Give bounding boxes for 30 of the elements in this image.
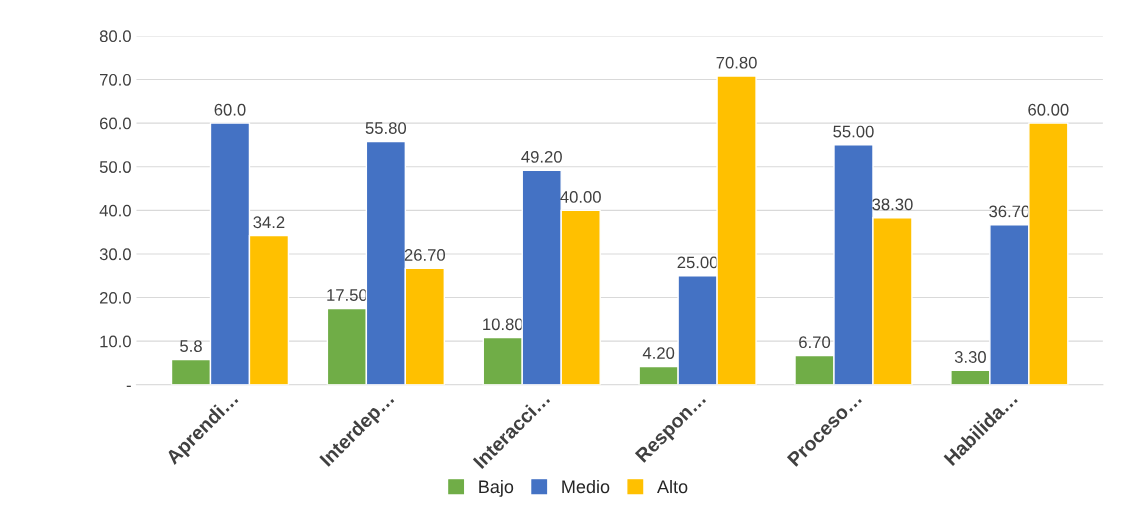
legend-label: Medio — [562, 479, 610, 494]
data-label: 55.80 — [365, 122, 407, 134]
data-label: 40.00 — [560, 191, 601, 203]
data-label: 36.70 — [989, 205, 1030, 218]
legend-label: Bajo — [479, 479, 514, 497]
y-tick-label: 60.0 — [99, 117, 131, 130]
data-label: 5.8 — [180, 340, 202, 352]
data-label: 25.00 — [677, 256, 718, 269]
y-tick-label: 70.0 — [100, 73, 131, 86]
data-label: 4.20 — [642, 347, 675, 359]
data-label: 6.70 — [799, 336, 831, 349]
y-tick-label: 10.0 — [100, 335, 131, 348]
y-tick-label: 30.0 — [99, 248, 131, 261]
data-label: 60.00 — [1028, 103, 1069, 116]
data-label: 55.00 — [833, 125, 874, 138]
data-label: 17.50 — [327, 289, 368, 301]
data-label: 3.30 — [954, 351, 986, 363]
data-label: 10.80 — [483, 318, 523, 331]
y-tick-label: 80.0 — [99, 30, 131, 43]
data-label: 60.0 — [214, 103, 246, 116]
data-label: 26.70 — [404, 249, 446, 261]
y-tick-label: 50.0 — [99, 161, 131, 173]
data-label: 38.30 — [872, 198, 913, 211]
legend-label: Alto — [657, 479, 688, 494]
data-label: 34.2 — [253, 216, 285, 229]
data-label: 49.20 — [521, 150, 562, 163]
y-tick-label: - — [126, 385, 131, 388]
y-tick-label: 40.0 — [99, 204, 131, 217]
data-label: 70.80 — [716, 56, 757, 69]
y-tick-label: 20.0 — [99, 291, 131, 304]
